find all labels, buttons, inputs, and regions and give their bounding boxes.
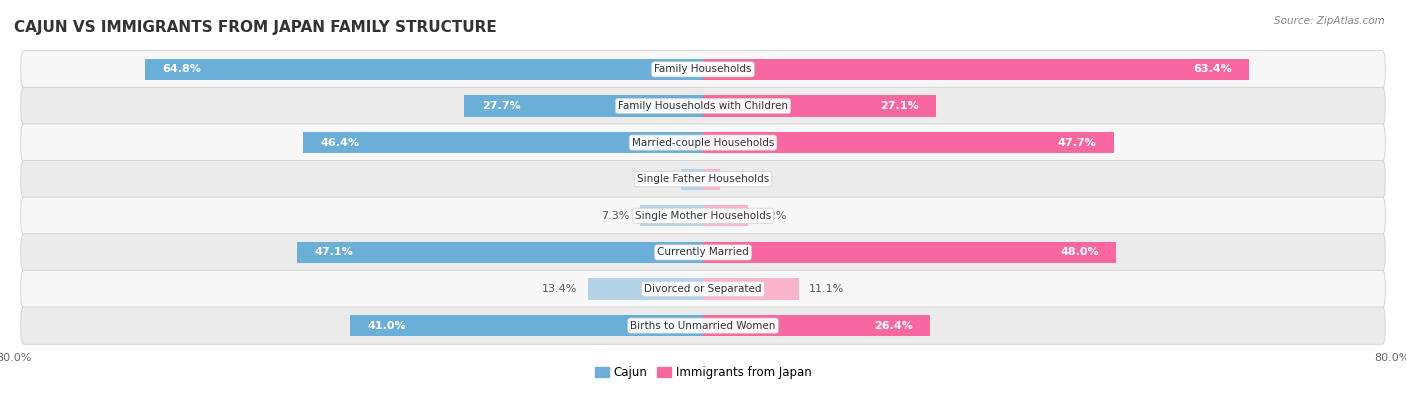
Bar <box>304 132 703 153</box>
Bar <box>703 95 936 117</box>
Bar <box>145 59 703 80</box>
FancyBboxPatch shape <box>21 197 1385 235</box>
Text: Family Households with Children: Family Households with Children <box>619 101 787 111</box>
Text: Currently Married: Currently Married <box>657 247 749 258</box>
FancyBboxPatch shape <box>21 51 1385 88</box>
Text: 46.4%: 46.4% <box>321 137 360 148</box>
Bar <box>588 278 703 300</box>
Text: 13.4%: 13.4% <box>541 284 578 294</box>
Bar <box>703 242 1116 263</box>
Text: CAJUN VS IMMIGRANTS FROM JAPAN FAMILY STRUCTURE: CAJUN VS IMMIGRANTS FROM JAPAN FAMILY ST… <box>14 20 496 35</box>
Bar <box>682 169 703 190</box>
Text: 27.1%: 27.1% <box>880 101 920 111</box>
Text: 63.4%: 63.4% <box>1194 64 1232 74</box>
FancyBboxPatch shape <box>21 87 1385 125</box>
Bar <box>703 315 931 336</box>
Text: 26.4%: 26.4% <box>875 321 912 331</box>
Text: Source: ZipAtlas.com: Source: ZipAtlas.com <box>1274 16 1385 26</box>
Text: 27.7%: 27.7% <box>482 101 520 111</box>
Text: 2.0%: 2.0% <box>731 174 759 184</box>
Text: Births to Unmarried Women: Births to Unmarried Women <box>630 321 776 331</box>
Legend: Cajun, Immigrants from Japan: Cajun, Immigrants from Japan <box>591 361 815 384</box>
Text: 5.2%: 5.2% <box>758 211 786 221</box>
Text: 64.8%: 64.8% <box>162 64 201 74</box>
Text: Married-couple Households: Married-couple Households <box>631 137 775 148</box>
FancyBboxPatch shape <box>21 160 1385 198</box>
Bar <box>350 315 703 336</box>
Bar <box>640 205 703 226</box>
Text: Single Father Households: Single Father Households <box>637 174 769 184</box>
Bar <box>703 59 1249 80</box>
FancyBboxPatch shape <box>21 270 1385 308</box>
Text: 48.0%: 48.0% <box>1060 247 1099 258</box>
Text: 41.0%: 41.0% <box>367 321 406 331</box>
Text: Family Households: Family Households <box>654 64 752 74</box>
Text: Single Mother Households: Single Mother Households <box>636 211 770 221</box>
Text: 2.5%: 2.5% <box>643 174 671 184</box>
Bar <box>298 242 703 263</box>
Text: 47.7%: 47.7% <box>1057 137 1097 148</box>
Text: 7.3%: 7.3% <box>602 211 630 221</box>
Bar <box>464 95 703 117</box>
Text: 47.1%: 47.1% <box>315 247 353 258</box>
FancyBboxPatch shape <box>21 307 1385 344</box>
Bar <box>703 278 799 300</box>
Bar <box>703 169 720 190</box>
FancyBboxPatch shape <box>21 234 1385 271</box>
Bar <box>703 205 748 226</box>
Text: Divorced or Separated: Divorced or Separated <box>644 284 762 294</box>
Bar <box>703 132 1114 153</box>
Text: 11.1%: 11.1% <box>808 284 844 294</box>
FancyBboxPatch shape <box>21 124 1385 161</box>
